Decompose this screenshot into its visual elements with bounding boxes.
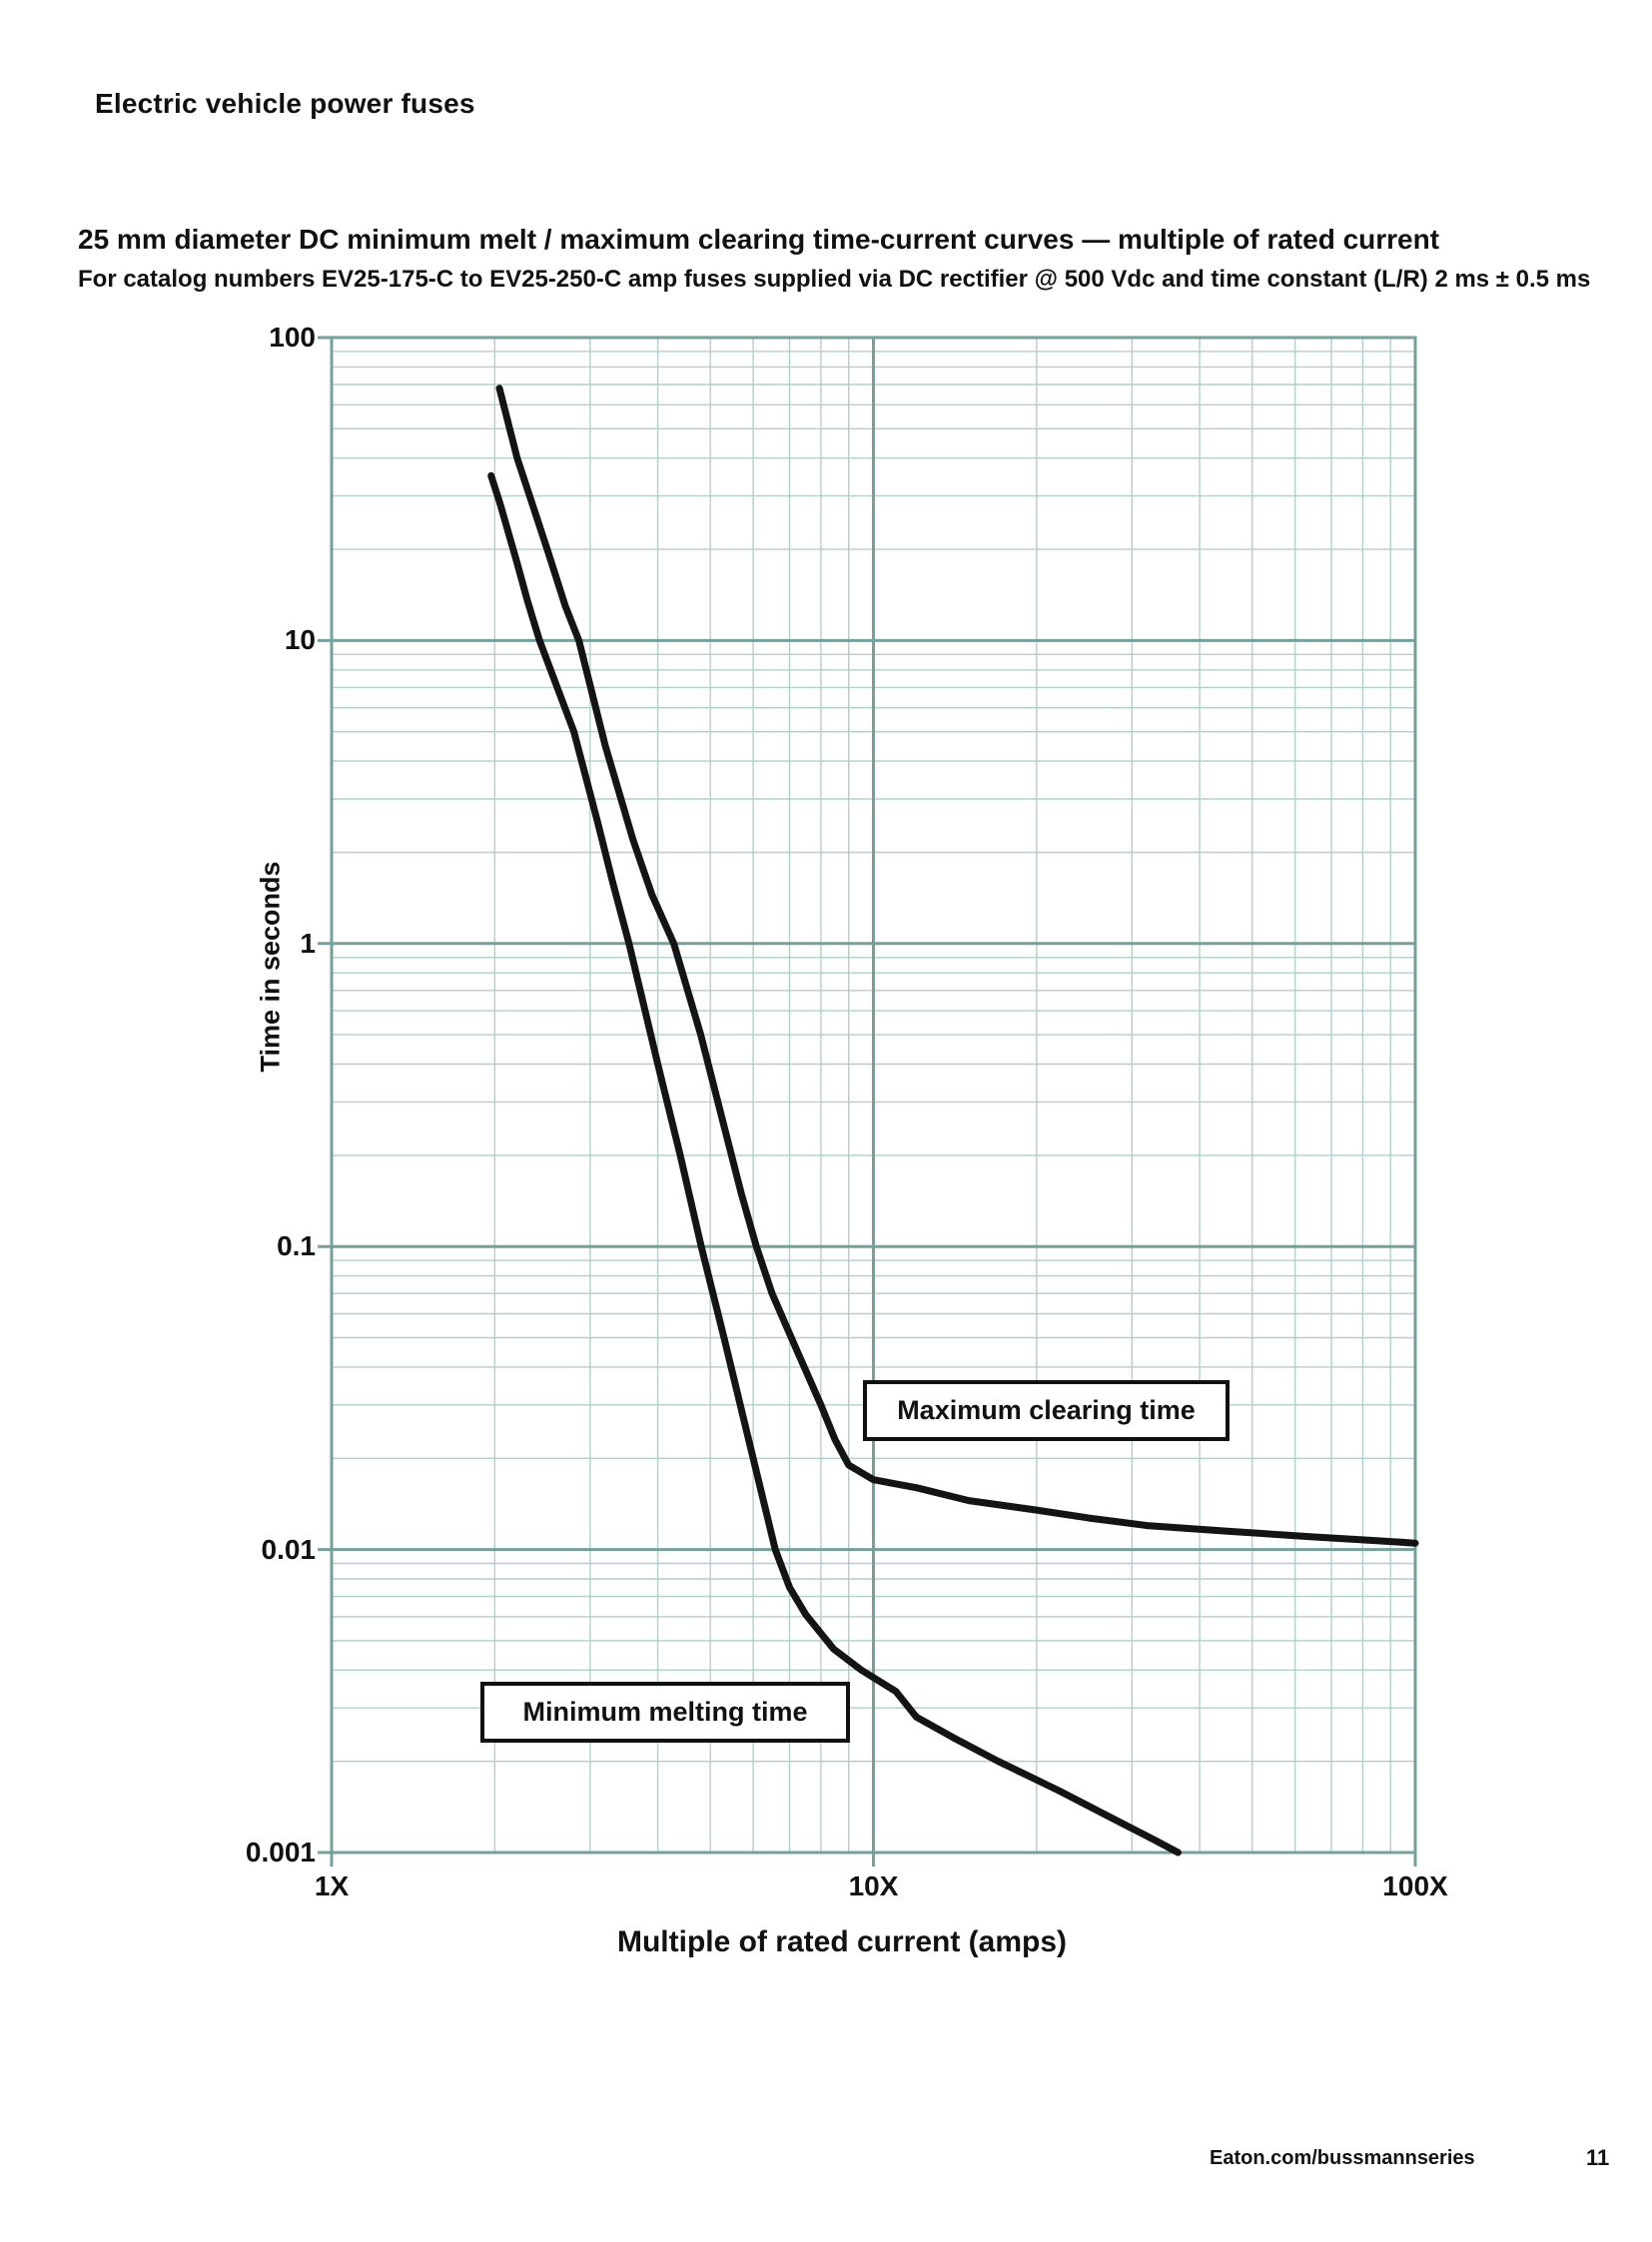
y-tick-label-10: 10 <box>284 624 316 656</box>
x-tick-label-1X: 1X <box>314 1870 350 1901</box>
x-tick-label-100X: 100X <box>1382 1870 1448 1901</box>
chart-subtitle: For catalog numbers EV25-175-C to EV25-2… <box>78 266 1591 293</box>
y-tick-label-100: 100 <box>269 322 316 353</box>
min-melting-time-callout: Minimum melting time <box>480 1682 850 1743</box>
y-tick-label-0.1: 0.1 <box>277 1230 316 1262</box>
page-footer: Eaton.com/bussmannseries 11 <box>0 2145 1652 2177</box>
y-tick-label-1: 1 <box>300 927 316 959</box>
x-axis-title: Multiple of rated current (amps) <box>616 1925 1068 1958</box>
curve-maximum-clearing-time: Maximum clearing time <box>495 384 1419 1547</box>
x-tick-label-10X: 10X <box>848 1870 899 1901</box>
axis-ticks <box>318 336 1417 1867</box>
page-header: Electric vehicle power fuses <box>95 88 475 119</box>
chart-title: 25 mm diameter DC minimum melt / maximum… <box>78 224 1440 255</box>
y-tick-label-0.01: 0.01 <box>261 1533 317 1565</box>
max-clearing-time-callout: Maximum clearing time <box>863 1380 1230 1441</box>
y-axis-title: Time in seconds <box>255 861 286 1073</box>
curve-minimum-melting-time: Minimum melting time <box>487 471 1182 1857</box>
footer-url: Eaton.com/bussmannseries <box>1210 2147 1475 2169</box>
page-number: 11 <box>1586 2145 1610 2170</box>
y-tick-label-0.001: 0.001 <box>245 1837 316 1868</box>
